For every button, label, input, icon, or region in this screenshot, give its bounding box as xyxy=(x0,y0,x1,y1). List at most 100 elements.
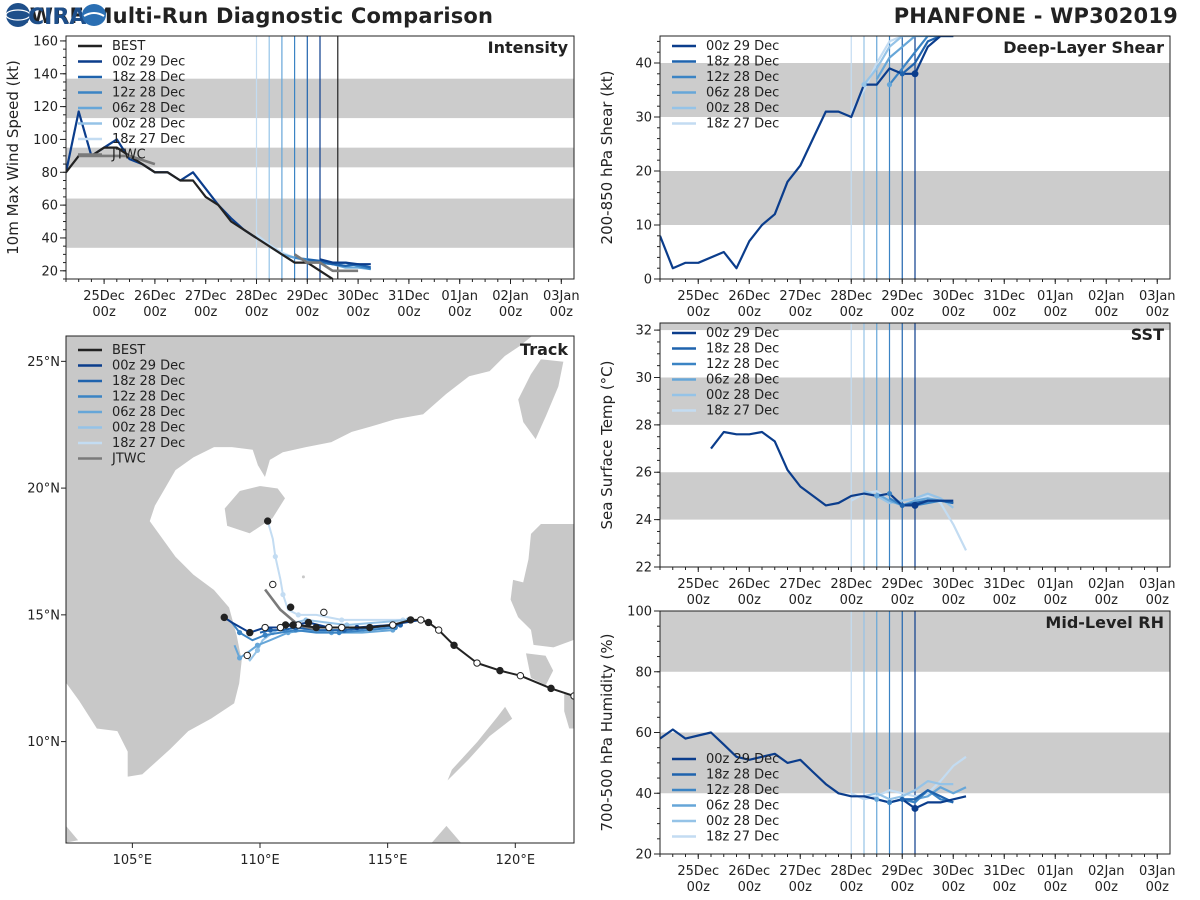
y-tick-label: 30 xyxy=(635,371,652,386)
legend-label: JTWC xyxy=(111,148,146,163)
legend-label: BEST xyxy=(112,39,145,54)
x-tick-day-label: 27Dec xyxy=(779,577,821,592)
plot-area xyxy=(660,36,1170,279)
track-marker xyxy=(276,623,285,632)
legend-label: 18z 28 Dec xyxy=(112,70,185,85)
run-marker xyxy=(886,799,893,805)
best-track-point xyxy=(450,641,458,649)
lon-tick-label: 110°E xyxy=(240,853,280,868)
jtwc-line xyxy=(78,154,156,166)
land-borneo xyxy=(430,824,463,843)
x-tick-hour-label: 00z xyxy=(840,305,864,320)
x-tick-day-label: 25Dec xyxy=(677,577,719,592)
track-marker xyxy=(263,517,272,525)
x-tick-day-label: 26Dec xyxy=(728,289,770,304)
track-point xyxy=(336,629,342,636)
best-track-point xyxy=(516,671,525,680)
logo-text: CIRA xyxy=(28,5,86,30)
legend-label: 18z 27 Dec xyxy=(706,830,779,845)
best-track-point xyxy=(389,621,397,629)
best-track-point xyxy=(473,659,481,667)
legend-label: 12z 28 Dec xyxy=(112,86,185,101)
y-axis-label: Sea Surface Temp (°C) xyxy=(598,360,616,529)
panel-title: Intensity xyxy=(488,38,569,57)
x-tick-hour-label: 00z xyxy=(687,593,711,608)
land-taiwan xyxy=(517,358,565,441)
legend-label: 12z 28 Dec xyxy=(112,390,185,405)
x-tick-day-label: 27Dec xyxy=(185,289,227,304)
x-tick-hour-label: 00z xyxy=(346,305,370,320)
lon-tick-label: 115°E xyxy=(368,853,408,868)
x-tick-hour-label: 00z xyxy=(1044,593,1068,608)
map-frame xyxy=(65,335,575,844)
x-tick-hour-label: 00z xyxy=(942,880,966,895)
legend-label: 00z 28 Dec xyxy=(112,117,185,132)
lat-tick-label: 10°N xyxy=(27,735,60,750)
legend-label: 00z 28 Dec xyxy=(706,814,779,829)
x-tick-hour-label: 00z xyxy=(1146,593,1170,608)
x-tick-day-label: 03Jan xyxy=(1139,289,1176,304)
cira-logo: CIRA xyxy=(5,3,106,30)
x-tick-day-label: 03Jan xyxy=(1139,864,1176,879)
x-tick-day-label: 27Dec xyxy=(779,864,821,879)
jtwc-track-line xyxy=(264,588,320,632)
run-marker xyxy=(899,71,905,77)
y-tick-label: 60 xyxy=(635,726,652,741)
x-tick-hour-label: 00z xyxy=(143,305,167,320)
panel-rh: 2040608010025Dec00z26Dec00z27Dec00z28Dec… xyxy=(598,605,1176,896)
series-line-00z-28-dec xyxy=(863,36,915,86)
best-track-point xyxy=(435,626,443,634)
logo-badge-icon xyxy=(82,4,106,26)
x-tick-day-label: 02Jan xyxy=(492,289,529,304)
best-track-point xyxy=(417,616,425,624)
x-tick-day-label: 25Dec xyxy=(677,864,719,879)
series-line-00z-29-dec xyxy=(660,36,954,270)
legend-label: 00z 29 Dec xyxy=(706,39,779,54)
track-marker xyxy=(269,580,277,589)
x-tick-hour-label: 00z xyxy=(1146,305,1170,320)
plot-area xyxy=(660,611,1170,854)
x-tick-hour-label: 00z xyxy=(1095,305,1119,320)
track-marker xyxy=(220,613,228,622)
best-track-line xyxy=(66,146,334,279)
x-tick-hour-label: 00z xyxy=(397,305,421,320)
legend-label: 06z 28 Dec xyxy=(112,101,185,116)
run-marker xyxy=(899,502,905,509)
x-tick-hour-label: 00z xyxy=(550,305,574,320)
x-tick-hour-label: 00z xyxy=(1146,880,1170,895)
x-tick-day-label: 29Dec xyxy=(881,289,923,304)
x-tick-day-label: 26Dec xyxy=(134,289,176,304)
run-marker xyxy=(874,796,880,802)
map-area xyxy=(66,336,574,843)
y-tick-label: 20 xyxy=(635,165,652,180)
x-tick-day-label: 01Jan xyxy=(441,289,478,304)
y-tick-label: 10 xyxy=(635,219,652,234)
x-tick-day-label: 01Jan xyxy=(1037,289,1074,304)
y-tick-label: 26 xyxy=(635,466,652,481)
series-line-06z-28-dec xyxy=(875,36,928,80)
track-point xyxy=(339,617,345,623)
legend-label: 18z 27 Dec xyxy=(706,117,779,132)
y-axis-label: 700-500 hPa Humidity (%) xyxy=(598,633,616,831)
y-tick-label: 80 xyxy=(635,665,652,680)
current-marker xyxy=(911,804,919,812)
legend-label: 06z 28 Dec xyxy=(706,799,779,814)
x-tick-hour-label: 00z xyxy=(942,593,966,608)
track-point xyxy=(236,629,243,636)
legend-label: 00z 29 Dec xyxy=(112,55,185,70)
y-tick-label: 24 xyxy=(635,513,652,528)
x-tick-day-label: 26Dec xyxy=(728,577,770,592)
x-tick-hour-label: 00z xyxy=(687,305,711,320)
run-marker xyxy=(886,82,893,88)
panel-shear: 01020304025Dec00z26Dec00z27Dec00z28Dec00… xyxy=(598,35,1176,320)
y-axis-label: 10m Max Wind Speed (kt) xyxy=(4,60,22,255)
legend-label: 18z 28 Dec xyxy=(112,374,185,389)
x-tick-hour-label: 00z xyxy=(1044,880,1068,895)
y-tick-label: 100 xyxy=(33,133,58,148)
run-marker xyxy=(899,796,905,802)
series-line-00z-29-dec xyxy=(319,258,371,266)
x-tick-hour-label: 00z xyxy=(840,880,864,895)
current-marker xyxy=(911,70,919,78)
run-marker xyxy=(861,82,867,88)
x-tick-day-label: 31Dec xyxy=(983,289,1025,304)
